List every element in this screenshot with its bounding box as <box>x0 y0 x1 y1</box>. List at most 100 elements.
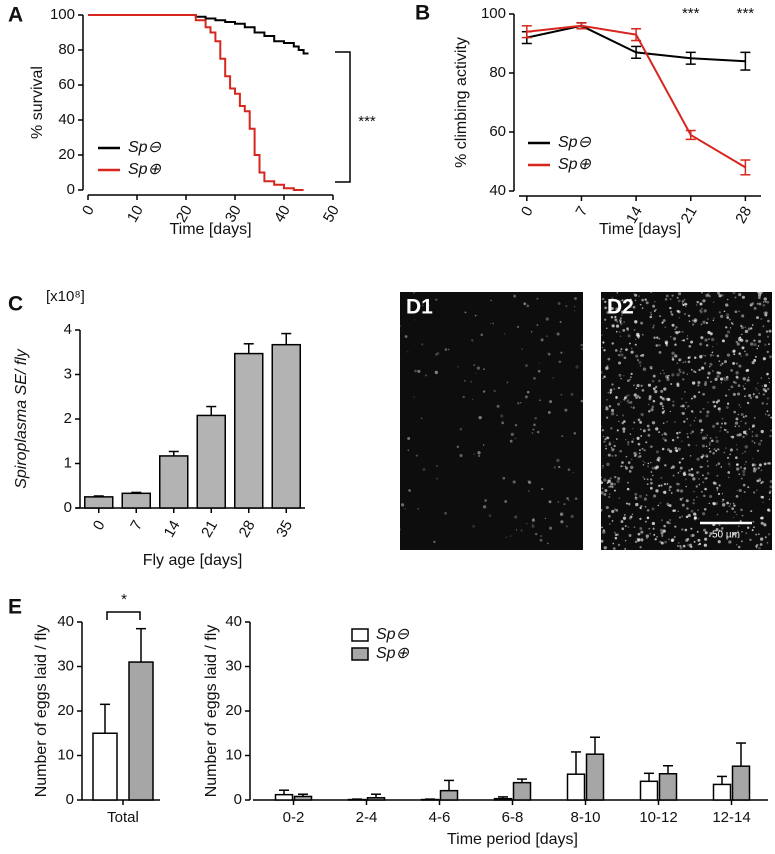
speckle <box>730 369 733 372</box>
speckle <box>660 531 664 535</box>
speckle <box>702 453 704 456</box>
speckle <box>757 339 762 343</box>
speckle <box>407 449 410 452</box>
speckle <box>707 371 711 375</box>
speckle <box>686 335 689 337</box>
speckle <box>696 470 700 474</box>
speckle <box>540 338 544 342</box>
speckle <box>693 490 695 493</box>
speckle <box>632 406 635 409</box>
speckle <box>625 466 628 470</box>
speckle <box>627 526 630 528</box>
speckle <box>633 421 636 424</box>
speckle <box>738 425 740 427</box>
speckle <box>667 374 670 377</box>
x-tick-label: 10 <box>124 202 147 225</box>
speckle <box>686 373 689 376</box>
speckle <box>610 391 613 394</box>
speckle <box>728 318 731 321</box>
speckle <box>540 534 543 538</box>
bar <box>366 797 386 801</box>
speckle <box>567 468 571 471</box>
speckle <box>716 371 720 375</box>
speckle <box>756 547 758 549</box>
bar <box>234 352 264 509</box>
speckle <box>705 445 708 448</box>
speckle <box>700 455 704 459</box>
speckle <box>658 350 662 354</box>
y-tick-label: 80 <box>489 64 506 81</box>
speckle <box>678 368 681 371</box>
speckle <box>709 437 712 440</box>
speckle <box>763 462 767 466</box>
speckle <box>708 502 710 505</box>
speckle <box>640 538 644 542</box>
speckle <box>602 530 606 534</box>
speckle <box>527 480 532 485</box>
speckle <box>636 384 640 388</box>
speckle <box>744 451 746 453</box>
speckle <box>663 372 666 375</box>
speckle <box>566 497 569 500</box>
speckle <box>627 444 629 446</box>
speckle <box>734 296 737 299</box>
speckle <box>605 327 608 330</box>
speckle <box>627 334 631 338</box>
speckle <box>756 290 760 294</box>
speckle <box>679 546 683 550</box>
speckle <box>672 337 677 341</box>
speckle <box>752 520 755 523</box>
speckle <box>700 307 703 310</box>
speckle <box>601 526 603 529</box>
speckle <box>694 397 696 399</box>
speckle <box>722 498 725 501</box>
speckle <box>541 488 544 491</box>
speckle <box>684 302 687 306</box>
speckle <box>611 454 614 458</box>
speckle <box>501 422 504 425</box>
speckle <box>709 532 713 535</box>
speckle <box>751 440 754 443</box>
speckle <box>708 444 711 446</box>
speckle <box>706 317 709 320</box>
speckle <box>686 436 689 439</box>
speckle <box>721 362 724 365</box>
speckle <box>613 508 616 511</box>
speckle <box>480 333 484 337</box>
speckle <box>669 306 672 310</box>
speckle <box>764 389 768 393</box>
speckle <box>552 376 554 379</box>
speckle <box>611 509 615 514</box>
speckle <box>625 502 628 505</box>
speckle <box>721 417 724 420</box>
speckle <box>744 395 746 398</box>
speckle <box>653 336 656 339</box>
speckle <box>670 335 672 338</box>
speckle <box>603 375 606 378</box>
speckle <box>611 408 615 413</box>
speckle <box>712 451 715 455</box>
speckle <box>736 342 740 346</box>
speckle <box>634 496 637 499</box>
speckle <box>482 390 486 393</box>
speckle <box>613 441 615 443</box>
speckle <box>464 311 467 314</box>
speckle <box>636 394 640 398</box>
speckle <box>710 380 712 383</box>
speckle <box>659 528 664 532</box>
speckle <box>733 516 735 519</box>
speckle <box>614 536 618 540</box>
speckle <box>605 447 607 450</box>
speckle <box>732 392 736 396</box>
speckle <box>696 457 700 461</box>
speckle <box>692 502 695 505</box>
speckle <box>607 479 611 483</box>
speckle <box>629 400 633 404</box>
speckle <box>520 529 523 532</box>
speckle <box>662 369 664 372</box>
speckle <box>716 474 719 477</box>
speckle <box>640 321 644 325</box>
speckle <box>526 304 530 308</box>
speckle <box>686 405 689 408</box>
